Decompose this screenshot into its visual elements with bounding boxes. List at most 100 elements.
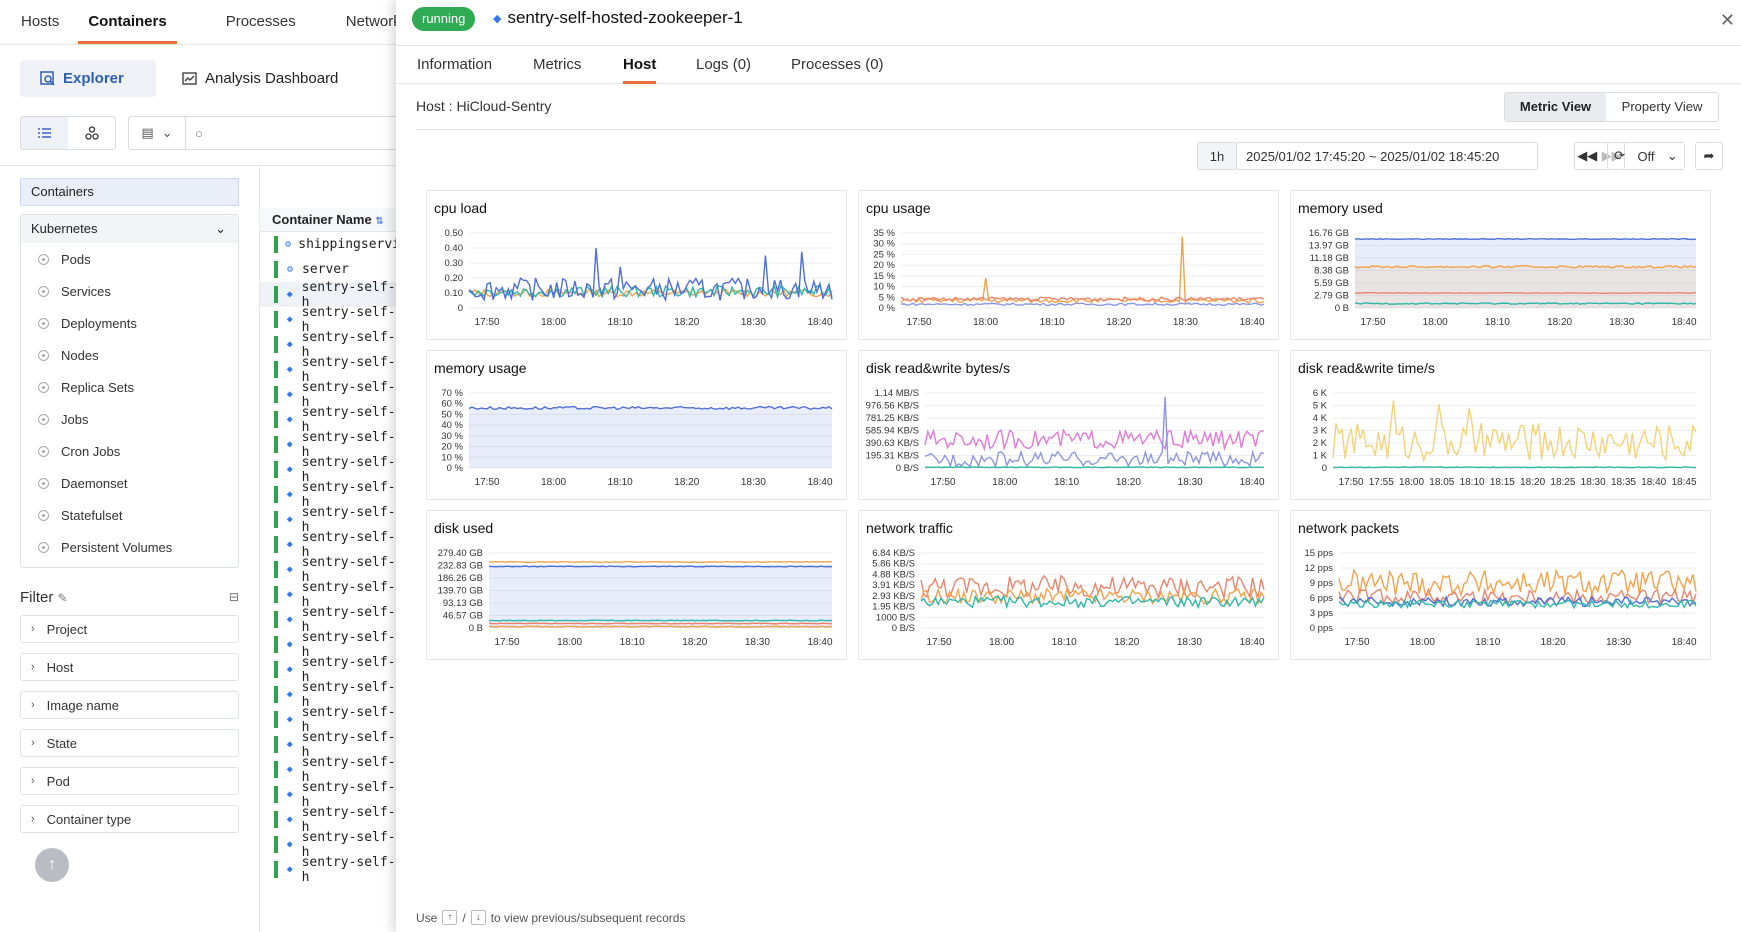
tab-metrics[interactable]: Metrics [533, 56, 582, 73]
docker-icon: ◆ [286, 689, 293, 700]
tab-processes[interactable]: Processes [225, 13, 296, 30]
share-button[interactable]: ➦ [1695, 142, 1723, 170]
x-tick-label: 18:25 [1550, 477, 1575, 488]
filter-item[interactable]: › Project [20, 615, 239, 643]
scroll-top-button[interactable]: ↑ [35, 848, 69, 882]
chart-title: network packets [1298, 520, 1400, 536]
kubernetes-item[interactable]: Persistent Volumes [21, 531, 238, 563]
metric-view-button[interactable]: Metric View [1505, 93, 1607, 121]
table-row[interactable]: ◆ sentry-self-h [260, 655, 400, 685]
sort-icon[interactable]: ⇅ [375, 216, 384, 227]
kubernetes-item[interactable]: Jobs [21, 403, 238, 435]
table-row[interactable]: ◆ sentry-self-h [260, 555, 400, 585]
filter-item[interactable]: › Container type [20, 805, 239, 833]
table-row[interactable]: ◆ sentry-self-h [260, 780, 400, 810]
table-row[interactable]: ◆ sentry-self-h [260, 530, 400, 560]
table-row[interactable]: ◆ sentry-self-h [260, 705, 400, 735]
table-row[interactable]: ◆ sentry-self-h [260, 730, 400, 760]
table-row[interactable]: ◆ sentry-self-h [260, 605, 400, 635]
x-tick-label: 18:10 [620, 637, 645, 648]
table-row[interactable]: ◆ sentry-self-h [260, 630, 400, 660]
container-name: sentry-self-h [301, 454, 396, 485]
table-row[interactable]: ◆ sentry-self-h [260, 405, 400, 435]
kubernetes-item[interactable]: Replica Sets [21, 371, 238, 403]
explorer-tab[interactable]: Explorer [20, 60, 156, 97]
analysis-dashboard-tab[interactable]: Analysis Dashboard [162, 60, 338, 97]
table-row[interactable]: ⚙ server [260, 257, 400, 282]
table-row[interactable]: ◆ sentry-self-h [260, 305, 400, 335]
edit-icon[interactable]: ✎ [57, 590, 68, 605]
y-tick-label: 0 % [879, 303, 896, 314]
rewind-icon[interactable]: ◀◀ [1577, 148, 1598, 163]
kubernetes-item[interactable]: Pods [21, 243, 238, 275]
y-tick-label: 15 pps [1304, 548, 1333, 559]
chevron-down-icon: ⌄ [161, 125, 173, 140]
table-row[interactable]: ◆ sentry-self-h [260, 830, 400, 860]
explorer-label: Explorer [63, 70, 124, 87]
table-row[interactable]: ◆ sentry-self-h [260, 680, 400, 710]
tab-information[interactable]: Information [417, 56, 493, 73]
filter-item[interactable]: › Image name [20, 691, 239, 719]
table-row[interactable]: ◆ sentry-self-h [260, 805, 400, 835]
kubernetes-item[interactable]: Nodes [21, 339, 238, 371]
table-row[interactable]: ◆ sentry-self-h [260, 355, 400, 385]
property-view-button[interactable]: Property View [1621, 99, 1703, 114]
y-tick-label: 93.13 GB [443, 598, 483, 609]
view-toggle [20, 116, 116, 150]
filter-panel: Filter ✎ ⊟ › Project › Host › Image name › State… [20, 587, 239, 843]
kubernetes-item[interactable]: Statefulset [21, 499, 238, 531]
tab-host[interactable]: Host [623, 46, 657, 84]
range-button[interactable]: 1h [1197, 142, 1237, 170]
table-row[interactable]: ◆ sentry-self-h [260, 280, 400, 310]
tab-logs[interactable]: Logs (0) [696, 56, 752, 73]
kubernetes-item[interactable]: Deployments [21, 307, 238, 339]
list-view-button[interactable] [21, 117, 68, 149]
y-tick-label: 30 % [873, 239, 895, 250]
series-line [1354, 264, 1697, 269]
tab-containers[interactable]: Containers [78, 0, 177, 44]
table-row[interactable]: ◆ sentry-self-h [260, 580, 400, 610]
containers-header[interactable]: Containers [20, 178, 239, 206]
chart-svg: 35 %30 %25 %20 %15 %10 %5 %0 % 17:50 18:00… [873, 228, 1265, 328]
column-header-container-name[interactable]: Container Name ⇅ [260, 208, 400, 232]
refresh-select[interactable]: ⟳ Off ⌄ [1607, 142, 1685, 170]
filter-item[interactable]: › State [20, 729, 239, 757]
table-row[interactable]: ◆ sentry-self-h [260, 505, 400, 535]
filter-item[interactable]: › Pod [20, 767, 239, 795]
close-icon[interactable]: ✕ [1719, 10, 1735, 30]
container-name: sentry-self-h [301, 329, 396, 360]
tab-network[interactable]: Network [345, 13, 401, 30]
column-select[interactable]: ▤ ⌄ [128, 116, 186, 150]
search-icon: ○ [195, 125, 203, 141]
topology-view-button[interactable] [68, 117, 115, 149]
y-tick-label: 4.88 KB/S [872, 569, 915, 580]
search-input[interactable]: ○ [183, 116, 423, 150]
chart-title: memory usage [434, 360, 527, 376]
docker-icon: ◆ [286, 514, 293, 525]
table-row[interactable]: ◆ sentry-self-h [260, 380, 400, 410]
filter-item[interactable]: › Host [20, 653, 239, 681]
table-row[interactable]: ◆ sentry-self-h [260, 480, 400, 510]
kubernetes-item-label: Cron Jobs [61, 443, 121, 459]
kubernetes-item-label: Services [61, 283, 111, 299]
chevron-right-icon: › [31, 623, 35, 635]
time-range-input[interactable]: 2025/01/02 17:45:20 ~ 2025/01/02 18:45:2… [1236, 142, 1538, 170]
table-row[interactable]: ⚙ shippingservi [260, 232, 400, 257]
table-row[interactable]: ◆ sentry-self-h [260, 755, 400, 785]
forward-icon[interactable]: ▶▶ [1601, 148, 1622, 163]
chevron-down-icon: ⌄ [1666, 148, 1678, 163]
kubernetes-item[interactable]: Daemonset [21, 467, 238, 499]
tab-hosts[interactable]: Hosts [21, 13, 60, 30]
collapse-icon[interactable]: ⊟ [228, 590, 239, 604]
x-tick-label: 18:10 [1052, 637, 1077, 648]
kubernetes-item[interactable]: Cron Jobs [21, 435, 238, 467]
table-row[interactable]: ◆ sentry-self-h [260, 430, 400, 460]
table-row[interactable]: ◆ sentry-self-h [260, 855, 400, 885]
kubernetes-header[interactable]: Kubernetes ⌄ [21, 215, 238, 243]
y-tick-label: 139.70 GB [438, 586, 483, 597]
tab-processes[interactable]: Processes (0) [791, 56, 884, 73]
table-row[interactable]: ◆ sentry-self-h [260, 454, 400, 485]
kubernetes-item[interactable]: Services [21, 275, 238, 307]
table-row[interactable]: ◆ sentry-self-h [260, 329, 400, 360]
status-indicator [274, 611, 278, 628]
